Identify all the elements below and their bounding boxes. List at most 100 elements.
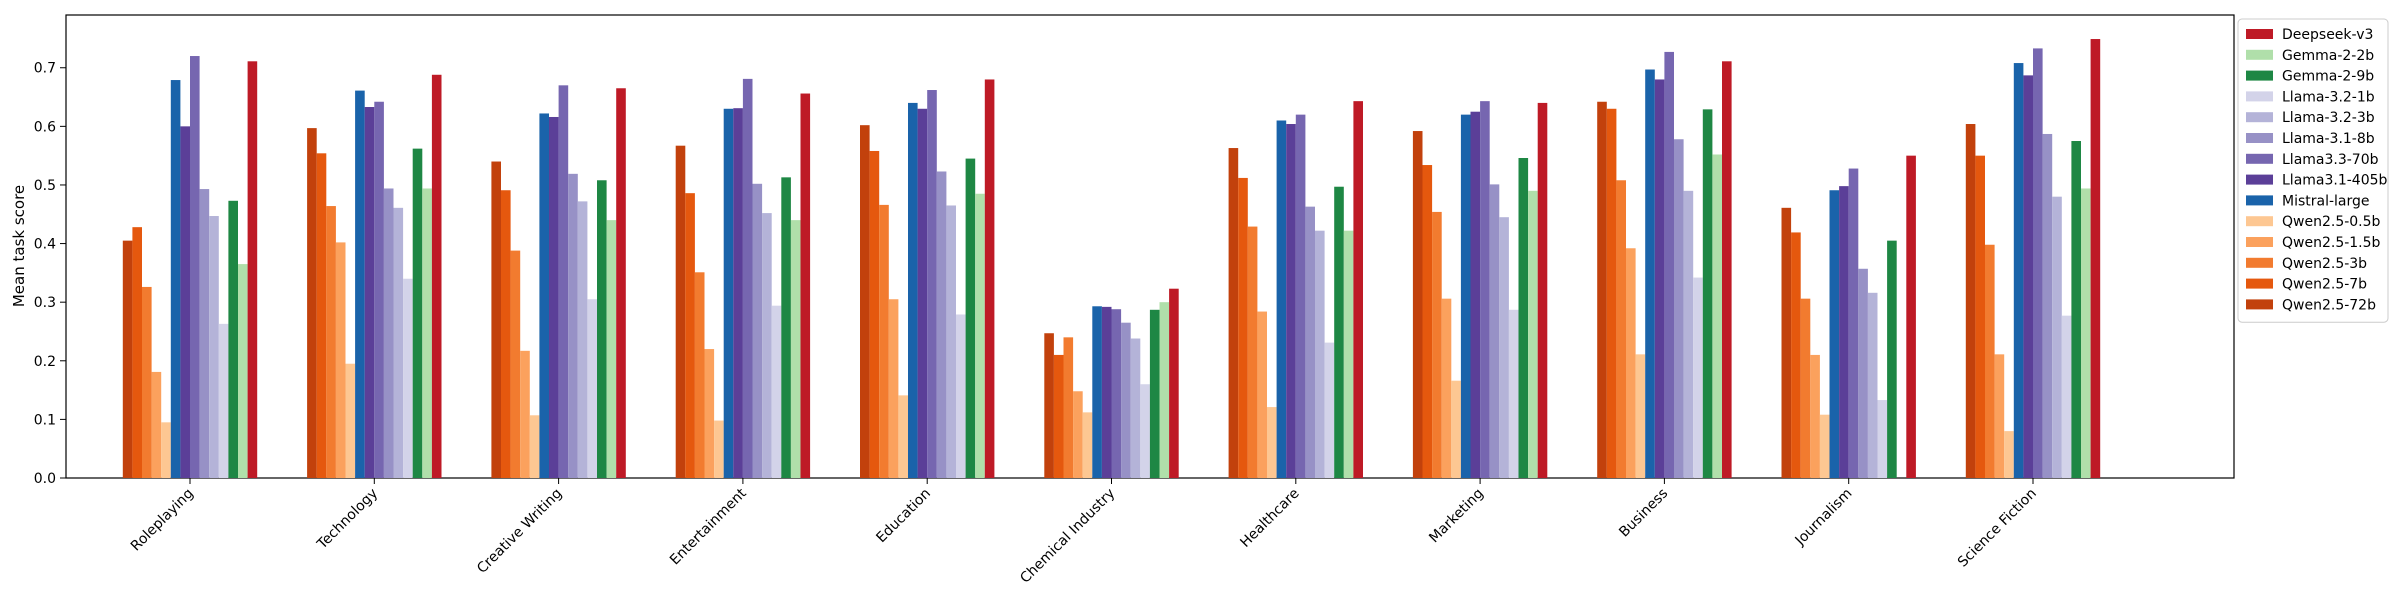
legend-label: Qwen2.5-7b [2282, 277, 2367, 293]
bar [1286, 124, 1296, 478]
bar [1267, 407, 1277, 478]
legend-label: Llama-3.2-1b [2282, 89, 2375, 105]
bar [1537, 102, 1548, 478]
bar [539, 113, 549, 479]
bar [1101, 306, 1112, 478]
bar [606, 220, 617, 478]
x-tick-label: Chemical Industry [1017, 486, 1118, 587]
bar [1111, 309, 1122, 478]
bar [335, 242, 346, 478]
bar [790, 220, 801, 478]
bar [1645, 69, 1655, 478]
bar [247, 61, 258, 479]
bar [1247, 226, 1258, 478]
bar [1149, 309, 1160, 478]
bar [1674, 139, 1684, 478]
bar [616, 88, 626, 478]
bar [762, 213, 772, 478]
bar [1305, 206, 1315, 478]
bar [714, 420, 724, 478]
bar [307, 128, 317, 479]
bar [501, 190, 511, 479]
bar [956, 314, 966, 478]
bar [1994, 354, 2005, 478]
bar [1985, 244, 1995, 478]
bar [869, 150, 880, 478]
bar [2071, 141, 2081, 478]
bar [1975, 155, 1985, 478]
bars-group [122, 39, 2101, 479]
bar [355, 90, 365, 478]
bar [1877, 400, 1888, 478]
bar [946, 205, 956, 478]
bar [685, 193, 695, 479]
bar [733, 108, 743, 478]
bar [1518, 158, 1529, 478]
bar [1315, 230, 1325, 478]
bar [1887, 240, 1897, 478]
bar [908, 102, 918, 478]
bar [1597, 101, 1607, 479]
bar [403, 278, 413, 478]
bar [1606, 108, 1617, 479]
bar [1508, 309, 1519, 478]
bar [587, 299, 597, 478]
bar [142, 286, 152, 478]
x-tick-label: Journalism [1792, 486, 1856, 550]
bar [2042, 133, 2053, 478]
bar [180, 126, 190, 478]
bar [1432, 211, 1442, 479]
bar [2081, 188, 2091, 479]
bar [558, 85, 569, 478]
bar [1654, 79, 1665, 478]
bar [1228, 148, 1239, 479]
bar [752, 183, 763, 479]
bar [1353, 101, 1363, 479]
legend-label: Deepseek-v3 [2282, 27, 2373, 43]
bar [1238, 177, 1248, 478]
bar [879, 204, 889, 478]
bar [984, 79, 995, 478]
legend-label: Gemma-2-9b [2282, 69, 2374, 85]
bar [2061, 315, 2072, 478]
bar [2004, 431, 2014, 478]
legend-swatch [2246, 216, 2273, 227]
bar [374, 101, 384, 479]
legend-swatch [2246, 133, 2273, 143]
bar [1121, 322, 1131, 478]
legend-label: Llama3.1-405b [2282, 173, 2388, 189]
bar [491, 161, 501, 478]
legend-swatch [2246, 29, 2273, 39]
bar [1616, 180, 1626, 478]
bar [1499, 217, 1509, 478]
x-axis: Roleplaying Technology Creative Writing Ent… [128, 478, 2040, 587]
bar [1800, 298, 1811, 478]
bar [2033, 48, 2043, 478]
bar [694, 272, 705, 478]
bar [1441, 298, 1452, 478]
bar [936, 171, 947, 479]
bar [1906, 155, 1916, 478]
y-tick-label: 0.0 [34, 471, 56, 487]
bar [975, 193, 985, 478]
y-tick-label: 0.6 [34, 119, 56, 135]
bar [1343, 230, 1354, 478]
bar [597, 180, 607, 478]
bar [364, 107, 375, 478]
bar [1722, 61, 1732, 479]
bar [1412, 131, 1423, 479]
y-axis: 0.0 0.1 0.2 0.3 0.4 0.5 0.6 0.7 [34, 61, 66, 487]
bar [1829, 190, 1840, 479]
legend-label: Qwen2.5-0.5b [2282, 214, 2381, 230]
bar [742, 78, 753, 478]
y-tick-label: 0.2 [34, 354, 56, 370]
bar [781, 177, 791, 478]
bar [1791, 232, 1801, 478]
bar [1063, 337, 1074, 478]
bar [199, 189, 210, 478]
y-tick-label: 0.7 [34, 61, 56, 77]
x-tick-label: Business [1616, 486, 1671, 541]
bar [2052, 196, 2062, 478]
legend: Deepseek-v3 Gemma-2-2b Gemma-2-9b Llama-3.2… [2237, 18, 2389, 323]
bar [1781, 207, 1792, 478]
